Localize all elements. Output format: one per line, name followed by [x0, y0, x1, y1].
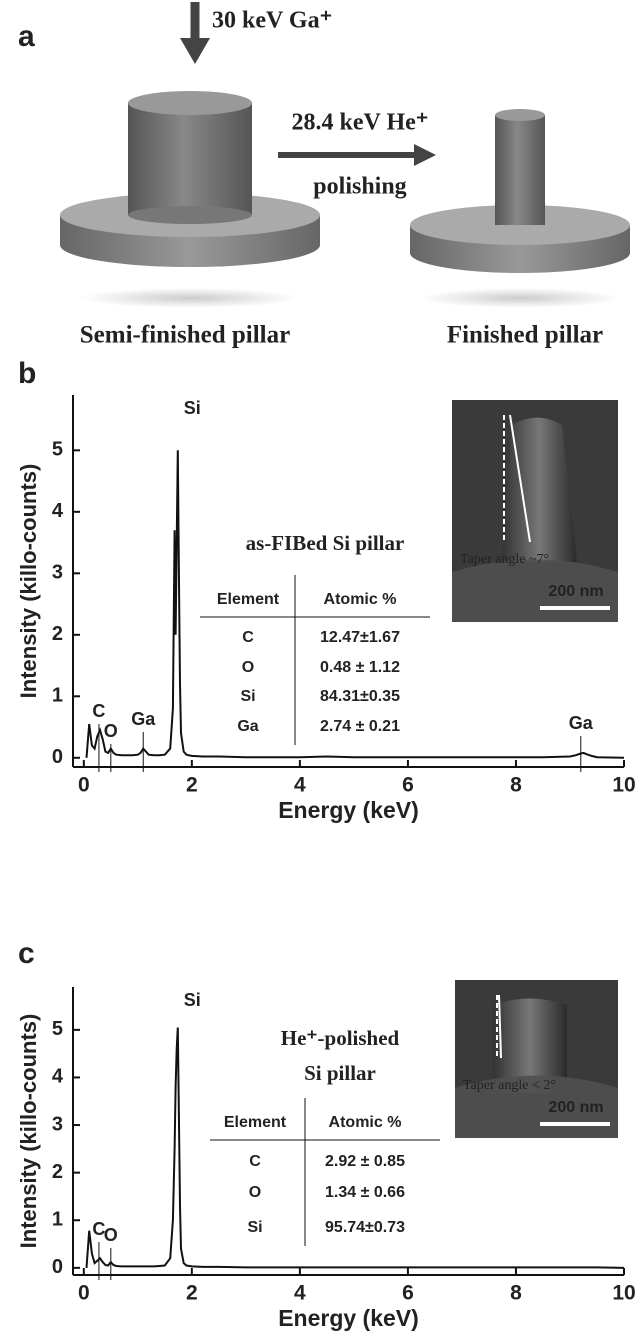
- x-tick-label: 0: [78, 774, 90, 797]
- pillar-top: [128, 91, 252, 115]
- shadow: [80, 288, 300, 308]
- process-label: polishing: [313, 174, 406, 200]
- table-header: Element: [217, 591, 280, 608]
- table-cell: O: [242, 659, 254, 676]
- taper-guide: [509, 414, 531, 543]
- x-tick-label: 6: [402, 774, 414, 797]
- scale-bar-label: 200 nm: [548, 583, 603, 600]
- peak-label: C: [92, 1219, 105, 1239]
- beam-label: 28.4 keV He⁺: [292, 110, 429, 136]
- pillar-top: [495, 109, 545, 121]
- y-tick-label: 5: [52, 439, 63, 461]
- y-tick-label: 5: [52, 1018, 63, 1040]
- pillar: [495, 115, 545, 225]
- y-tick-label: 3: [52, 562, 63, 584]
- peak-label: Ga: [131, 709, 156, 729]
- table-header: Atomic %: [329, 1114, 402, 1131]
- pillar-base: [128, 206, 252, 224]
- y-axis-label: Intensity (killo-counts): [16, 464, 41, 699]
- x-tick-label: 4: [294, 774, 306, 797]
- table-cell: 2.92 ± 0.85: [325, 1153, 405, 1170]
- chart: c 0 1 2 3 4 5 0 2 4 6 8 10 Energy (keV) Intensity (kil…: [16, 937, 636, 1331]
- table-cell: Si: [247, 1219, 262, 1236]
- table-header: Element: [224, 1114, 287, 1131]
- y-tick-label: 2: [52, 623, 63, 645]
- y-tick-label: 4: [52, 1066, 64, 1088]
- x-tick-label: 8: [510, 774, 522, 797]
- panel-label: c: [18, 937, 35, 970]
- table-cell: 1.34 ± 0.66: [325, 1184, 405, 1201]
- table-cell: 2.74 ± 0.21: [320, 718, 400, 735]
- table-cell: 95.74±0.73: [325, 1219, 405, 1236]
- x-axis-label: Energy (keV): [278, 797, 419, 823]
- sem-pillar: [502, 417, 577, 562]
- y-tick-label: 4: [52, 500, 64, 522]
- y-tick-label: 1: [52, 1209, 63, 1231]
- peak-label: Si: [184, 990, 201, 1010]
- panel-label: a: [18, 20, 35, 53]
- x-tick-label: 8: [510, 1282, 522, 1305]
- peak-label: O: [104, 1225, 118, 1245]
- scale-bar-label: 200 nm: [548, 1099, 603, 1116]
- table-cell: Ga: [237, 718, 258, 735]
- pillar: [128, 103, 252, 215]
- beam-label: 30 keV Ga⁺: [212, 8, 332, 34]
- spectrum: [85, 1027, 625, 1269]
- caption: Finished pillar: [447, 322, 603, 349]
- y-tick-label: 1: [52, 685, 63, 707]
- peak-label: C: [92, 701, 105, 721]
- table-cell: C: [242, 629, 254, 646]
- y-tick-label: 2: [52, 1161, 63, 1183]
- x-tick-label: 2: [186, 1282, 198, 1305]
- inset-title: He⁺-polished: [281, 1026, 400, 1050]
- x-tick-label: 10: [612, 774, 635, 797]
- peak-label: O: [104, 721, 118, 741]
- caption: Semi-finished pillar: [80, 322, 290, 349]
- x-tick-label: 4: [294, 1282, 306, 1305]
- x-tick-label: 10: [612, 1282, 635, 1305]
- image-caption: Taper angle < 2°: [463, 1078, 556, 1093]
- arrow-head: [180, 38, 210, 64]
- x-axis-label: Energy (keV): [278, 1305, 419, 1331]
- inset-title: as-FIBed Si pillar: [246, 531, 405, 555]
- y-tick-label: 3: [52, 1113, 63, 1135]
- panel-a: a 30 keV Ga⁺ 28.4 keV He⁺ polishing Semi…: [18, 2, 630, 349]
- chart: b 0 1 2 3 4 5 0 2 4 6 8 10 Energy (keV) Intensity (kil…: [16, 357, 636, 823]
- table-cell: C: [249, 1153, 261, 1170]
- x-tick-label: 6: [402, 1282, 414, 1305]
- y-tick-label: 0: [52, 1256, 63, 1278]
- peak-label: Si: [184, 398, 201, 418]
- y-axis-label: Intensity (killo-counts): [16, 1014, 41, 1249]
- shadow: [420, 288, 620, 308]
- inset-title: Si pillar: [304, 1061, 376, 1085]
- table-cell: 12.47±1.67: [320, 629, 400, 646]
- taper-guide: [498, 994, 502, 1059]
- panel-label: b: [18, 357, 36, 390]
- arrow-head: [414, 144, 436, 166]
- sem-pillar: [493, 998, 567, 1093]
- peak-label: Ga: [569, 713, 594, 733]
- table-header: Atomic %: [324, 591, 397, 608]
- spectrum: [85, 450, 625, 759]
- x-tick-label: 0: [78, 1282, 90, 1305]
- y-tick-label: 0: [52, 746, 63, 768]
- table-cell: 0.48 ± 1.12: [320, 659, 400, 676]
- table-cell: 84.31±0.35: [320, 688, 400, 705]
- x-tick-label: 2: [186, 774, 198, 797]
- table-cell: O: [249, 1184, 261, 1201]
- image-caption: Taper angle ~7°: [460, 552, 549, 567]
- table-cell: Si: [240, 688, 255, 705]
